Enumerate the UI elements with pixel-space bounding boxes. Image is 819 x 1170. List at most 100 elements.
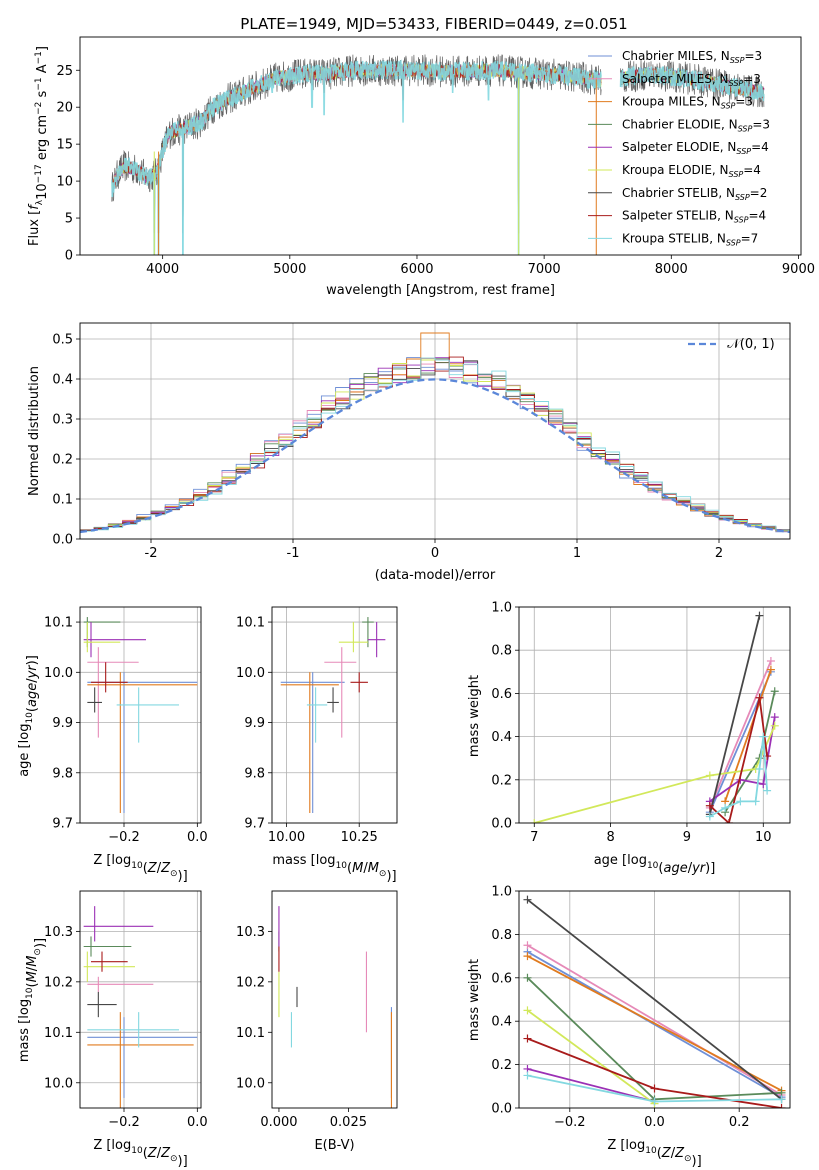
residuals-ytick-label: 0.2 — [52, 453, 73, 468]
massweight_vs_Z-ylabel: mass weight — [467, 959, 482, 1041]
massweight_vs_age-marker — [705, 771, 714, 780]
age_vs_mass-xtick-label: 10.25 — [341, 830, 378, 845]
massweight_vs_age-marker — [530, 819, 539, 823]
massweight_vs_age-ytick-label: 0.6 — [491, 687, 512, 702]
residuals-ytick-label: 0.1 — [52, 493, 73, 508]
massweight_vs_Z-marker — [650, 1084, 659, 1093]
massweight_vs_age-marker — [736, 797, 745, 806]
mass_vs_Z-xlabel: Z [log10(Z/Z⊙)] — [93, 1138, 187, 1169]
massweight_vs_age-frame — [518, 606, 791, 824]
spectrum-ytick-label: 15 — [56, 138, 73, 153]
massweight_vs_Z-xtick-label: −0.2 — [554, 1115, 586, 1130]
massweight_vs_age-series-salpeter-elodie — [709, 717, 776, 803]
age_vs_Z-ytick-label: 9.8 — [52, 766, 73, 781]
age_vs_Z-ytick-label: 9.9 — [52, 716, 73, 731]
age_vs_mass-ytick-label: 9.7 — [244, 817, 265, 832]
legend-label: Chabrier MILES, NSSP=3 — [622, 49, 762, 65]
massweight_vs_Z-frame — [518, 890, 791, 1109]
spectrum-xtick-label: 6000 — [400, 262, 433, 277]
massweight_vs_Z-marker — [650, 1097, 659, 1106]
residuals-ylabel: Normed distribution — [27, 366, 42, 496]
massweight_vs_age-ytick-label: 0.0 — [491, 817, 512, 832]
massweight_vs_age-series-salpeter-miles — [708, 660, 772, 809]
histogram-salpeter-stelib — [80, 356, 790, 532]
massweight_vs_age-marker — [766, 665, 775, 674]
residuals-ytick-label: 0.3 — [52, 413, 73, 428]
age_vs_mass-xtick-label: 10.00 — [268, 830, 305, 845]
residuals-xtick-label: 2 — [715, 546, 723, 561]
age_vs_Z-ytick-label: 10.0 — [44, 666, 73, 681]
massweight_vs_Z-series-salpeter-miles — [527, 944, 782, 1096]
spectrum-xtick-label: 7000 — [528, 262, 561, 277]
spectrum-line-kroupa-stelib — [111, 59, 602, 255]
residuals-xtick-label: 1 — [573, 546, 581, 561]
mass_vs_ebv-xtick-label: 0.025 — [330, 1115, 367, 1130]
residuals-xtick-label: -1 — [287, 546, 300, 561]
spectrum-xtick-label: 9000 — [782, 262, 815, 277]
massweight_vs_age-series-chabrier-miles — [708, 671, 772, 813]
spectrum-xtick-label: 5000 — [273, 262, 306, 277]
massweight_vs_Z-xtick-label: 0.0 — [644, 1115, 665, 1130]
age_vs_Z-frame — [79, 606, 202, 824]
massweight_vs_Z-series-salpeter-elodie — [527, 1068, 655, 1103]
massweight_vs_Z-ytick-label: 1.0 — [491, 885, 512, 900]
legend-label: Salpeter ELODIE, NSSP=4 — [622, 140, 769, 156]
mass_vs_Z-ytick-label: 10.3 — [44, 925, 73, 940]
spectrum-line-kroupa-miles — [111, 62, 602, 234]
legend-label: Chabrier STELIB, NSSP=2 — [622, 186, 767, 202]
massweight_vs_age-marker — [766, 657, 775, 665]
massweight_vs_Z-axes: −0.2 0.0 0.2 0.0 0.2 0.4 0.6 0.8 1.0 — [491, 885, 790, 1130]
mass_vs_Z-ytick-label: 10.1 — [44, 1026, 73, 1041]
massweight_vs_age-marker — [770, 713, 779, 722]
massweight_vs_Z-plot — [523, 895, 786, 1108]
spectrum-line-chabrier-stelib — [111, 54, 602, 234]
spectrum-plot — [111, 54, 765, 255]
spectrum-ytick-label: 20 — [56, 101, 73, 116]
spectrum-line-kroupa-stelib — [619, 65, 765, 102]
massweight_vs_Z-marker — [777, 1095, 786, 1104]
massweight_vs_Z-marker — [523, 1071, 532, 1080]
massweight_vs_age-marker — [770, 687, 779, 696]
massweight_vs_Z-xlabel: Z [log10(Z/Z⊙)] — [607, 1138, 701, 1169]
spectrum-legend: Chabrier MILES, NSSP=3 Salpeter MILES, NS… — [588, 49, 770, 247]
residuals-ytick-label: 0.5 — [52, 333, 73, 348]
massweight_vs_age-xtick-label: 10 — [755, 830, 772, 845]
massweight_vs_age-marker — [705, 812, 714, 821]
legend-label: 𝒩(0, 1) — [727, 337, 774, 352]
spectrum-line-salpeter-stelib — [111, 62, 602, 234]
massweight_vs_Z-ytick-label: 0.6 — [491, 971, 512, 986]
age_vs_Z-ylabel: age [log10(age/yr)] — [17, 655, 40, 777]
massweight_vs_age-marker — [770, 721, 779, 730]
massweight_vs_age-xtick-label: 7 — [530, 830, 538, 845]
age_vs_Z-xlabel: Z [log10(Z/Z⊙)] — [93, 853, 187, 884]
residuals-xtick-label: -2 — [145, 546, 158, 561]
massweight_vs_age-plot — [530, 611, 779, 823]
age_vs_Z-ytick-label: 9.7 — [52, 817, 73, 832]
age_vs_mass-ytick-label: 9.9 — [244, 716, 265, 731]
spectrum-line-chabrier-elodie — [111, 63, 602, 234]
spectrum-ytick-label: 0 — [65, 249, 73, 264]
mass_vs_ebv-ytick-label: 10.1 — [236, 1026, 265, 1041]
spectrum-line-kroupa-elodie — [111, 63, 602, 234]
massweight_vs_Z-marker — [777, 1104, 786, 1108]
age_vs_mass-ytick-label: 10.0 — [236, 666, 265, 681]
mass_vs_Z-ytick-label: 10.2 — [44, 975, 73, 990]
massweight_vs_Z-series-chabrier-stelib — [526, 898, 783, 1101]
age_vs_mass-frame — [271, 606, 398, 824]
massweight_vs_age-marker — [755, 765, 764, 773]
legend-label: Kroupa ELODIE, NSSP=4 — [622, 163, 761, 179]
legend-label: Salpeter STELIB, NSSP=4 — [622, 209, 766, 225]
residuals-xlabel: (data-model)/error — [375, 568, 496, 583]
spectrum-xtick-label: 8000 — [655, 262, 688, 277]
mass_vs_Z-xtick-label: −0.2 — [108, 1115, 140, 1130]
massweight_vs_age-series-chabrier-stelib — [708, 615, 761, 815]
residuals-frame — [79, 322, 791, 540]
massweight_vs_age-series-salpeter-stelib — [709, 697, 768, 823]
massweight_vs_Z-ytick-label: 0.0 — [491, 1102, 512, 1117]
mass_vs_Z-ylabel: mass [log10(M/M⊙)] — [17, 938, 48, 1062]
mass_vs_Z-plot — [83, 906, 198, 1108]
massweight_vs_Z-marker — [523, 1006, 532, 1015]
massweight_vs_Z-marker — [523, 895, 532, 904]
massweight_vs_Z-marker — [523, 952, 532, 961]
